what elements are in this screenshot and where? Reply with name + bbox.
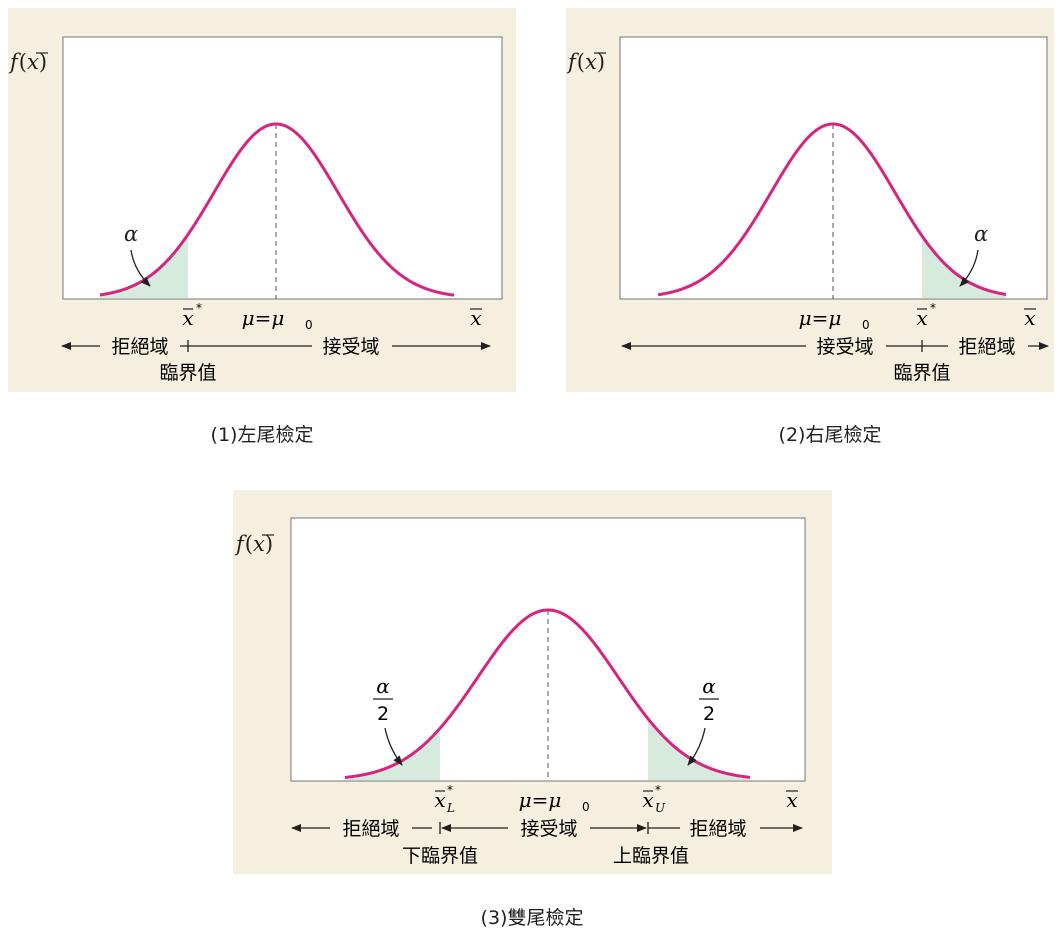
upper-rejection-region-label: 拒絕域: [689, 818, 746, 840]
critical-value-label: 臨界值: [159, 362, 216, 384]
caption-two-tail-test: (3)雙尾檢定: [480, 907, 584, 929]
rejection-region-shade: [100, 234, 188, 298]
alpha-pointer-arrow: [959, 249, 979, 287]
upper-critical-star: *: [655, 783, 661, 797]
caption-right-tail-test: (2)右尾檢定: [778, 424, 882, 446]
acceptance-region-label: 接受域: [322, 336, 379, 358]
lower-alpha-numerator: α: [376, 674, 390, 698]
upper-critical-subscript: U: [655, 801, 666, 815]
upper-critical-symbol: x: [642, 788, 653, 812]
mean-label: μ=μ: [799, 306, 842, 330]
critical-value-label: 臨界值: [893, 362, 950, 384]
acceptance-region-label: 接受域: [520, 818, 577, 840]
density-curve: [344, 608, 751, 779]
x-axis-label: x: [470, 306, 481, 330]
lower-alpha-pointer-arrow: [384, 727, 403, 766]
rejection-region-label: 拒絕域: [111, 336, 168, 358]
mean-label: μ=μ: [519, 788, 562, 812]
lower-critical-subscript: L: [446, 801, 455, 815]
rejection-region-label: 拒絕域: [958, 336, 1015, 358]
critical-value-star: *: [930, 301, 936, 315]
critical-value-symbol: x: [916, 306, 927, 330]
upper-rejection-region-shade: [648, 718, 750, 780]
critical-value-symbol: x: [182, 306, 193, 330]
critical-value-star: *: [196, 301, 202, 315]
y-axis-label: f(x): [566, 50, 605, 74]
acceptance-region-label: 接受域: [816, 336, 873, 358]
lower-critical-value-label: 下臨界值: [402, 845, 478, 867]
lower-rejection-region-label: 拒絕域: [342, 818, 399, 840]
lower-rejection-region-shade: [345, 728, 440, 780]
alpha-pointer-arrow: [130, 249, 151, 287]
density-curve: [99, 122, 455, 297]
upper-alpha-pointer-arrow: [687, 727, 706, 766]
lower-critical-symbol: x: [434, 788, 445, 812]
mean-label-subscript: 0: [305, 318, 313, 332]
density-curve: [657, 122, 1007, 297]
mean-label-subscript: 0: [582, 800, 590, 814]
upper-critical-value-label: 上臨界值: [613, 845, 689, 867]
panel-right-tail: f(x) α μ=μ 0 x * x 接受域 拒絕域 臨界值: [566, 36, 1049, 384]
x-axis-label: x: [786, 788, 797, 812]
upper-alpha-denominator: 2: [703, 703, 715, 725]
lower-critical-star: *: [447, 783, 453, 797]
plot-frame: [62, 36, 503, 300]
alpha-label: α: [124, 222, 138, 246]
mean-label-subscript: 0: [862, 318, 870, 332]
alpha-label: α: [974, 222, 988, 246]
plot-frame: [619, 36, 1048, 300]
y-axis-label: f(x): [234, 532, 273, 556]
x-axis-label: x: [1024, 306, 1035, 330]
lower-alpha-denominator: 2: [377, 703, 389, 725]
mean-label: μ=μ: [242, 306, 285, 330]
rejection-region-shade: [922, 235, 1006, 298]
panel-left-tail: f(x) α x * μ=μ 0 x 拒絕域 接受域 臨界值: [8, 36, 503, 384]
upper-alpha-numerator: α: [702, 674, 716, 698]
panel-two-tail: f(x) α 2 α 2 x * L μ=μ 0 x * U x 拒絕域 接受域: [234, 517, 806, 867]
y-axis-label: f(x): [8, 50, 47, 74]
caption-left-tail-test: (1)左尾檢定: [210, 424, 314, 446]
